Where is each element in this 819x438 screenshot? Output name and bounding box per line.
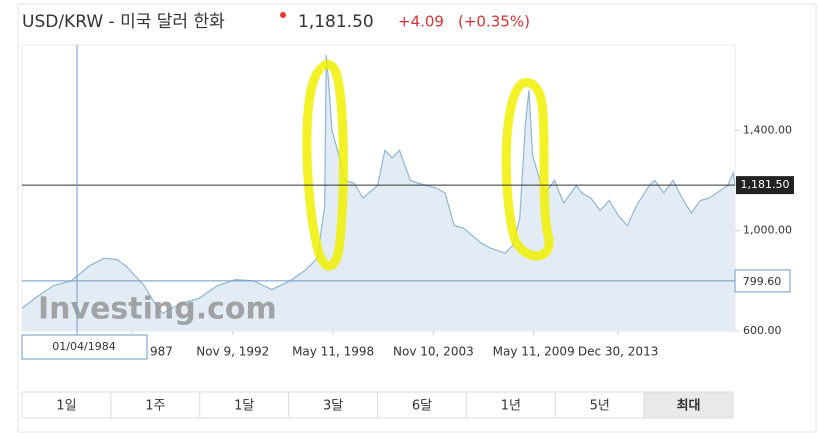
y-tick-label: 1,400.00 (743, 123, 792, 136)
range-label: 5년 (590, 399, 610, 414)
crosshair-value-box (734, 269, 791, 293)
range-button[interactable] (554, 391, 645, 419)
range-label: 최대 (677, 399, 701, 414)
range-button[interactable] (21, 391, 112, 419)
last-value-label: 1,181.50 (741, 178, 790, 191)
area (22, 55, 735, 331)
x-tick-label: May 11, 2009 (493, 345, 575, 359)
x-tick-label: Dec 30, 2013 (578, 345, 658, 359)
y-tick-label: 1,000.00 (743, 224, 792, 237)
range-label: 1일 (56, 399, 76, 414)
range-label: 1주 (145, 399, 165, 414)
range-button[interactable] (377, 391, 467, 419)
live-dot (280, 12, 286, 18)
x-tick-label: Nov 10, 2003 (393, 345, 474, 359)
range-label: 3달 (323, 399, 343, 414)
range-label: 6달 (412, 399, 432, 414)
watermark: Investing.com (38, 292, 277, 327)
range-button[interactable] (288, 391, 378, 419)
x-tick-label: Nov 9, 1992 (196, 345, 269, 359)
range-label: 1년 (501, 399, 521, 414)
x-tick-label: 987 (150, 345, 173, 359)
range-button[interactable] (199, 391, 290, 419)
title: USD/KRW - 미국 달러 한화 (22, 12, 225, 32)
change: +4.09 (398, 13, 444, 31)
y-tick-label: 600.00 (743, 324, 782, 337)
price: 1,181.50 (298, 12, 374, 32)
crosshair-date: 01/04/1984 (52, 340, 115, 353)
highlight (302, 60, 348, 271)
crosshair-value: 799.60 (743, 275, 782, 288)
x-tick-label: May 11, 1998 (292, 345, 374, 359)
change-pct: (+0.35%) (458, 13, 530, 31)
last-value-box (736, 176, 794, 195)
crosshair-date-box (21, 334, 148, 360)
range-button[interactable] (110, 391, 201, 419)
line (21, 54, 736, 315)
range-label: 1달 (234, 399, 254, 414)
range-button[interactable] (643, 391, 734, 419)
highlight (501, 78, 554, 261)
range-button[interactable] (465, 391, 556, 419)
